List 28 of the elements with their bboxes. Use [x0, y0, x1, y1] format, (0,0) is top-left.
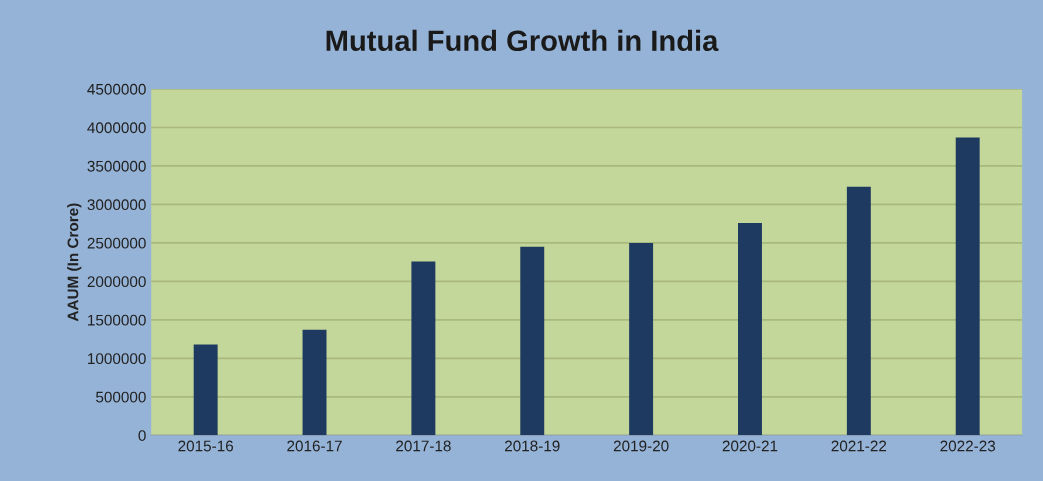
- y-tick-label: 3500000: [87, 160, 146, 172]
- y-tick-label: 2000000: [87, 276, 146, 288]
- x-tick-label: 2019-20: [613, 440, 669, 452]
- bar: [520, 246, 545, 436]
- bar: [302, 329, 327, 436]
- x-tick-label: 2018-19: [504, 440, 560, 452]
- y-tick-label: 1500000: [88, 314, 146, 326]
- y-tick-label: 3000000: [87, 199, 146, 211]
- y-tick-label: 4500000: [87, 83, 146, 95]
- x-tick-label: 2020-21: [722, 440, 778, 452]
- bar: [629, 242, 654, 436]
- bar: [846, 186, 871, 436]
- bar: [193, 344, 218, 436]
- bar: [411, 261, 436, 436]
- y-tick-label: 2500000: [87, 237, 146, 249]
- y-tick-label: 1000000: [88, 353, 146, 365]
- x-tick-label: 2017-18: [396, 440, 451, 452]
- bar: [955, 137, 980, 436]
- x-tick-label: 2016-17: [287, 440, 342, 452]
- x-tick-label: 2021-22: [831, 440, 887, 452]
- chart-title: Mutual Fund Growth in India: [326, 29, 719, 52]
- y-tick-label: 500000: [96, 391, 146, 403]
- x-tick-label: 2015-16: [178, 440, 234, 452]
- y-tick-label: 4000000: [87, 122, 146, 134]
- bar: [738, 222, 762, 436]
- y-axis-title: AAUM (In Crore): [67, 203, 82, 322]
- y-tick-label: 0: [138, 430, 146, 441]
- x-tick-label: 2022-23: [940, 440, 996, 452]
